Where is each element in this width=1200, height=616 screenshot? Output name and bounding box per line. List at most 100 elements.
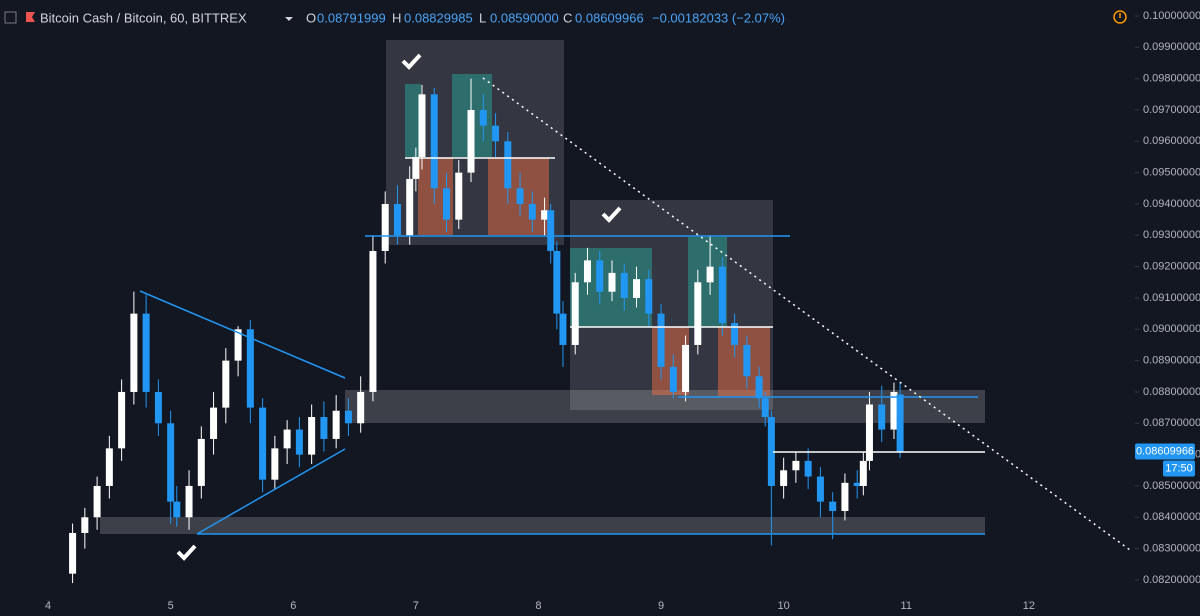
candle-body	[320, 417, 328, 439]
candle-body	[93, 485, 101, 518]
candle-body	[657, 313, 665, 367]
green-box	[405, 84, 421, 157]
candle-body	[559, 313, 567, 345]
y-tick-label: 0.08900000	[1143, 355, 1200, 367]
candle-body	[841, 482, 849, 512]
candle-body	[792, 460, 800, 471]
dropdown[interactable]	[285, 17, 293, 21]
y-tick-label: 0.09500000	[1143, 167, 1200, 179]
candle-body	[504, 141, 512, 189]
x-tick-label: 11	[901, 600, 912, 612]
candle-body	[608, 272, 616, 292]
candle-body	[295, 429, 303, 455]
candle-body	[173, 501, 181, 518]
candle-body	[890, 391, 898, 430]
candle-body	[308, 417, 316, 455]
candle-body	[442, 188, 450, 220]
candle-body	[234, 329, 242, 361]
y-tick-label: 0.09300000	[1143, 229, 1200, 241]
candle-body	[645, 279, 653, 314]
candle-body	[69, 532, 77, 574]
icon	[4, 11, 17, 24]
y-tick-label: 0.08400000	[1143, 511, 1200, 523]
candle-body	[596, 260, 604, 292]
trend-line	[196, 448, 346, 535]
candle-body	[259, 407, 267, 480]
countdown-box	[1163, 460, 1195, 477]
candle-body	[547, 210, 555, 251]
candle-body	[541, 210, 549, 220]
candle-body	[682, 344, 690, 392]
price-axis	[1135, 0, 1200, 616]
y-tick-label: 0.09200000	[1143, 261, 1200, 273]
candle-body	[222, 360, 230, 408]
candle-body	[246, 329, 254, 408]
candle-body	[804, 460, 812, 477]
candle-body	[412, 156, 420, 179]
candle-body	[571, 282, 579, 345]
candle-body	[755, 376, 763, 399]
y-tick-label: 0.08500000	[1143, 480, 1200, 492]
candle-body	[731, 323, 739, 345]
candle-body	[381, 203, 389, 251]
candle-body	[528, 203, 536, 220]
trend-line	[139, 290, 346, 379]
header: Bitcoin Cash / Bitcoin, 60, BITTREX O 0.…	[4, 10, 1127, 25]
candle-body	[357, 391, 365, 424]
candle-body	[878, 404, 886, 430]
candle-body	[406, 178, 414, 236]
candle-body	[167, 423, 175, 502]
change: −0.00182033 (−2.07%)	[652, 10, 785, 25]
candle-body	[418, 94, 426, 157]
candle-body	[271, 448, 279, 480]
symbol-title: Bitcoin Cash / Bitcoin, 60, BITTREX	[40, 10, 247, 25]
candle-body	[743, 344, 751, 377]
candle-body	[369, 250, 377, 392]
candle-body	[393, 203, 401, 236]
candle-body	[620, 272, 628, 298]
last-price-box	[1135, 443, 1195, 460]
ohlc-label: H	[392, 10, 401, 25]
x-tick-label: 7	[413, 600, 419, 612]
ohlc-value: 0.08609966	[575, 10, 644, 25]
candle-body	[479, 109, 487, 126]
ohlc-label: L	[479, 10, 486, 25]
candle-body	[105, 448, 113, 486]
candle-body	[583, 260, 591, 283]
icon	[26, 12, 35, 22]
candle-body	[332, 410, 340, 439]
y-tick-label: 0.09800000	[1143, 73, 1200, 85]
last-price: 0.08609966	[1136, 445, 1194, 457]
ohlc-value: 0.08590000	[490, 10, 559, 25]
drawn-lines	[139, 53, 1131, 561]
candle-body	[761, 398, 769, 418]
ohlc-value: 0.08791999	[317, 10, 386, 25]
candle-body	[142, 313, 150, 392]
x-tick-label: 12	[1023, 600, 1035, 612]
candle-body	[197, 438, 205, 486]
x-tick-label: 5	[168, 600, 174, 612]
y-tick-label: 0.08300000	[1143, 543, 1200, 555]
candle-body	[516, 188, 524, 204]
candle-body	[767, 417, 775, 486]
candle-body	[130, 313, 138, 392]
candle-body	[780, 470, 788, 486]
dotted-trend	[482, 77, 1131, 551]
y-tick-label: 0.09400000	[1143, 198, 1200, 210]
candle-body	[865, 404, 873, 461]
candle-body	[669, 366, 677, 392]
candle-body	[553, 250, 561, 314]
y-tick-label: 0.10000000	[1143, 10, 1200, 22]
candle-body	[185, 485, 193, 518]
candle-body	[706, 266, 714, 283]
x-tick-label: 9	[658, 600, 664, 612]
alert-icon[interactable]	[1113, 10, 1127, 24]
checkmark	[601, 206, 622, 223]
candle-body	[492, 125, 500, 142]
y-tick-label: 0.08200000	[1143, 574, 1200, 586]
candle-body	[718, 266, 726, 324]
zone	[100, 517, 985, 534]
ohlc-value: 0.08829985	[404, 10, 473, 25]
